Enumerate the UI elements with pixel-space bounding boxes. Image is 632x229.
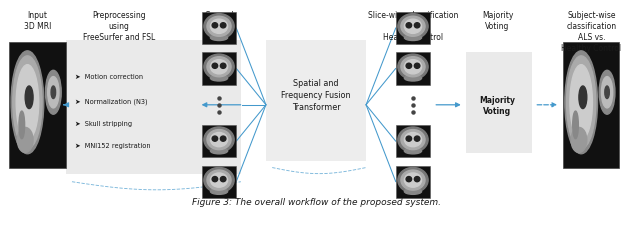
Text: Preprocessing
using
FreeSurfer and FSL: Preprocessing using FreeSurfer and FSL [83, 11, 155, 42]
Text: Majority
Voting: Majority Voting [482, 11, 513, 31]
Ellipse shape [401, 57, 425, 77]
Ellipse shape [415, 177, 420, 182]
Ellipse shape [415, 136, 420, 142]
Ellipse shape [210, 189, 228, 194]
Ellipse shape [404, 133, 422, 147]
FancyBboxPatch shape [9, 43, 66, 168]
Ellipse shape [221, 64, 226, 69]
Ellipse shape [47, 77, 59, 109]
FancyBboxPatch shape [563, 43, 619, 168]
Ellipse shape [398, 127, 428, 153]
Ellipse shape [212, 64, 217, 69]
Text: Majority
Voting: Majority Voting [480, 95, 516, 115]
Ellipse shape [11, 52, 44, 154]
Text: Spatial and
Frequency Fusion
Transformer: Spatial and Frequency Fusion Transformer [281, 79, 351, 112]
Text: Subject-wise
classification
ALS vs.
Healthy Control: Subject-wise classification ALS vs. Heal… [561, 11, 621, 53]
Ellipse shape [605, 87, 609, 99]
FancyBboxPatch shape [396, 125, 430, 158]
Ellipse shape [406, 64, 411, 69]
Ellipse shape [25, 87, 33, 109]
Ellipse shape [401, 130, 425, 150]
FancyBboxPatch shape [202, 125, 236, 158]
FancyBboxPatch shape [202, 166, 236, 198]
Ellipse shape [207, 130, 231, 150]
Ellipse shape [406, 136, 411, 142]
FancyBboxPatch shape [202, 53, 236, 85]
Text: Slice-wise classification
ALS vs.
Healthy Control: Slice-wise classification ALS vs. Health… [368, 11, 458, 42]
Text: Figure 3: The overall workflow of the proposed system.: Figure 3: The overall workflow of the pr… [191, 197, 441, 206]
Ellipse shape [204, 15, 234, 40]
Ellipse shape [404, 35, 422, 41]
Ellipse shape [398, 15, 428, 40]
Ellipse shape [404, 173, 422, 187]
Ellipse shape [210, 148, 228, 154]
Ellipse shape [573, 112, 578, 139]
Ellipse shape [210, 60, 228, 75]
Text: ➤  MNI152 registration: ➤ MNI152 registration [75, 143, 151, 149]
Ellipse shape [210, 133, 228, 147]
Ellipse shape [17, 128, 33, 153]
Ellipse shape [404, 20, 422, 34]
Ellipse shape [404, 189, 422, 194]
Ellipse shape [51, 87, 56, 99]
Ellipse shape [19, 112, 25, 139]
Ellipse shape [210, 173, 228, 187]
Ellipse shape [210, 20, 228, 34]
Ellipse shape [566, 57, 596, 149]
Ellipse shape [571, 128, 586, 153]
Text: ➤  Motion correction: ➤ Motion correction [75, 74, 143, 80]
FancyBboxPatch shape [202, 13, 236, 45]
Ellipse shape [207, 57, 231, 77]
Text: ➤  Skull stripping: ➤ Skull stripping [75, 120, 132, 126]
Ellipse shape [221, 177, 226, 182]
Ellipse shape [401, 17, 425, 37]
Ellipse shape [599, 71, 615, 115]
Text: Coronal
slices: Coronal slices [204, 11, 234, 31]
Ellipse shape [404, 60, 422, 75]
Ellipse shape [415, 24, 420, 29]
Text: ➤  Normalization (N3): ➤ Normalization (N3) [75, 98, 148, 105]
FancyBboxPatch shape [66, 41, 241, 174]
Ellipse shape [207, 17, 231, 37]
Ellipse shape [212, 136, 217, 142]
Ellipse shape [570, 65, 592, 140]
Ellipse shape [204, 55, 234, 80]
Ellipse shape [46, 71, 61, 115]
Ellipse shape [212, 177, 217, 182]
Ellipse shape [565, 52, 597, 154]
Ellipse shape [207, 170, 231, 190]
Ellipse shape [404, 148, 422, 154]
Ellipse shape [221, 24, 226, 29]
FancyBboxPatch shape [396, 13, 430, 45]
FancyBboxPatch shape [396, 166, 430, 198]
Ellipse shape [210, 76, 228, 82]
Ellipse shape [406, 177, 411, 182]
Ellipse shape [415, 64, 420, 69]
Ellipse shape [204, 168, 234, 193]
Ellipse shape [406, 24, 411, 29]
Ellipse shape [212, 24, 217, 29]
FancyBboxPatch shape [266, 41, 366, 162]
Ellipse shape [602, 77, 612, 109]
Ellipse shape [404, 76, 422, 82]
FancyBboxPatch shape [396, 53, 430, 85]
Ellipse shape [221, 136, 226, 142]
Ellipse shape [16, 65, 39, 140]
Ellipse shape [13, 57, 42, 149]
Ellipse shape [398, 55, 428, 80]
Ellipse shape [398, 168, 428, 193]
Ellipse shape [579, 87, 586, 109]
Ellipse shape [210, 35, 228, 41]
Ellipse shape [401, 170, 425, 190]
Text: Input
3D MRI: Input 3D MRI [24, 11, 51, 31]
FancyBboxPatch shape [466, 53, 532, 154]
Ellipse shape [204, 127, 234, 153]
